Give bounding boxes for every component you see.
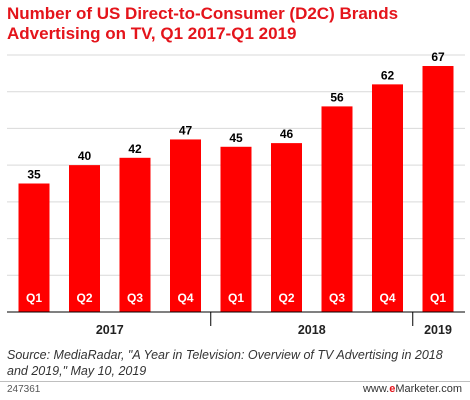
bar	[119, 157, 151, 312]
category-label: Q4	[177, 291, 193, 305]
bar-chart: 35 Q1 40 Q2 42 Q3 47 Q4 45 Q1 46 Q2 56 Q3 62 Q4 67 Q1 201…	[7, 50, 465, 337]
brand-suffix: .com	[438, 383, 462, 395]
x-axis: 2017 2018 2019	[7, 311, 465, 337]
bar	[321, 106, 353, 313]
bar	[69, 165, 100, 312]
category-label: Q2	[76, 291, 92, 305]
bar	[271, 143, 302, 312]
brand-name: Marketer	[395, 383, 439, 395]
chart-area: 35 Q1 40 Q2 42 Q3 47 Q4 45 Q1 46 Q2 56 Q3 62 Q4 67 Q1 201…	[7, 50, 465, 337]
year-label: 2018	[298, 323, 326, 337]
chart-id: 247361	[7, 384, 41, 395]
category-label: Q4	[379, 291, 395, 305]
category-label: Q1	[228, 291, 244, 305]
data-label: 46	[280, 127, 294, 141]
data-label: 67	[431, 50, 445, 64]
chart-title: Number of US Direct-to-Consumer (D2C) Br…	[7, 4, 399, 43]
data-label: 40	[78, 149, 92, 163]
year-label: 2017	[96, 323, 124, 337]
data-label: 35	[27, 168, 41, 182]
bar	[422, 66, 454, 312]
data-label: 45	[229, 131, 243, 145]
footer-divider	[0, 381, 470, 382]
bar	[220, 146, 252, 312]
bars: 35 Q1 40 Q2 42 Q3 47 Q4 45 Q1 46 Q2 56 Q3 62 Q4 67 Q1	[18, 50, 454, 313]
bar	[170, 139, 201, 312]
emarketer-logo: www.eMarketer.com	[363, 383, 462, 395]
category-label: Q3	[127, 291, 143, 305]
category-label: Q1	[430, 291, 446, 305]
data-label: 56	[330, 90, 344, 104]
bar	[18, 183, 50, 312]
data-label: 47	[179, 123, 193, 137]
brand-prefix: www.	[362, 383, 390, 395]
data-label: 62	[381, 68, 395, 82]
year-label: 2019	[424, 323, 452, 337]
category-label: Q3	[329, 291, 345, 305]
source-note: Source: MediaRadar, "A Year in Televisio…	[7, 348, 443, 378]
data-label: 42	[128, 142, 142, 156]
category-label: Q2	[278, 291, 294, 305]
category-label: Q1	[26, 291, 42, 305]
bar	[372, 84, 403, 312]
brand-e: e	[389, 383, 396, 395]
